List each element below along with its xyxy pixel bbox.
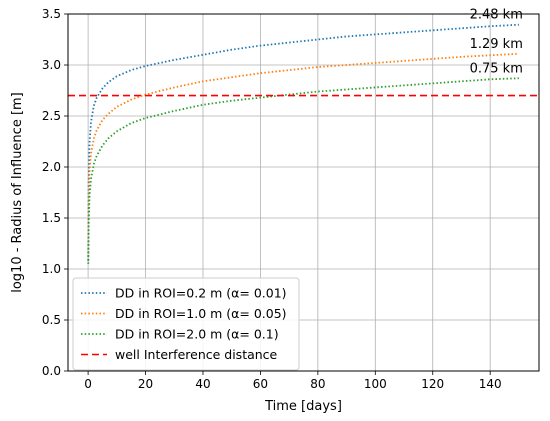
legend-label-3: DD in ROI=2.0 m (α= 0.1) [115, 327, 279, 342]
legend-label-4: well Interference distance [115, 347, 278, 362]
y-tick-label: 2.5 [42, 109, 61, 123]
y-tick-label: 0.5 [42, 313, 61, 327]
x-tick-label: 60 [253, 377, 268, 391]
y-tick-label: 3.5 [42, 7, 61, 21]
legend-box [72, 277, 300, 371]
axis-ticks: 0 20 40 60 80 100 120 140 0.0 0.5 1.0 1.5 2.0 2.5 3.0 3… [42, 7, 502, 391]
y-tick-label: 2.0 [42, 160, 61, 174]
end-label-3: 0.75 km [470, 61, 523, 76]
legend: DD in ROI=0.2 m (α= 0.01) DD in ROI=1.0 m… [72, 277, 300, 371]
end-label-2: 1.29 km [470, 37, 523, 52]
y-tick-label: 3.0 [42, 58, 61, 72]
y-tick-label: 1.0 [42, 262, 61, 276]
series-line-2 [87, 52, 519, 257]
x-tick-label: 40 [195, 377, 210, 391]
x-tick-label: 100 [364, 377, 387, 391]
end-labels: 2.48 km 1.29 km 0.75 km [470, 8, 523, 77]
x-tick-label: 0 [84, 377, 92, 391]
legend-label-1: DD in ROI=0.2 m (α= 0.01) [115, 286, 287, 301]
series-lines [68, 23, 539, 264]
series-line-1 [87, 23, 519, 261]
x-tick-label: 20 [138, 377, 153, 391]
y-axis-label: log10 - Radius of Influence [m] [10, 92, 25, 293]
legend-label-2: DD in ROI=1.0 m (α= 0.05) [115, 306, 287, 321]
end-label-1: 2.48 km [470, 8, 523, 23]
y-tick-label: 1.5 [42, 211, 61, 225]
x-tick-label: 120 [421, 377, 444, 391]
x-tick-label: 140 [479, 377, 502, 391]
plot-area-frame [67, 13, 540, 372]
y-tick-label: 0.0 [42, 364, 61, 378]
grid-lines [68, 13, 539, 372]
x-axis-label: Time [days] [264, 399, 342, 414]
series-line-3 [87, 77, 519, 264]
x-tick-label: 80 [310, 377, 325, 391]
